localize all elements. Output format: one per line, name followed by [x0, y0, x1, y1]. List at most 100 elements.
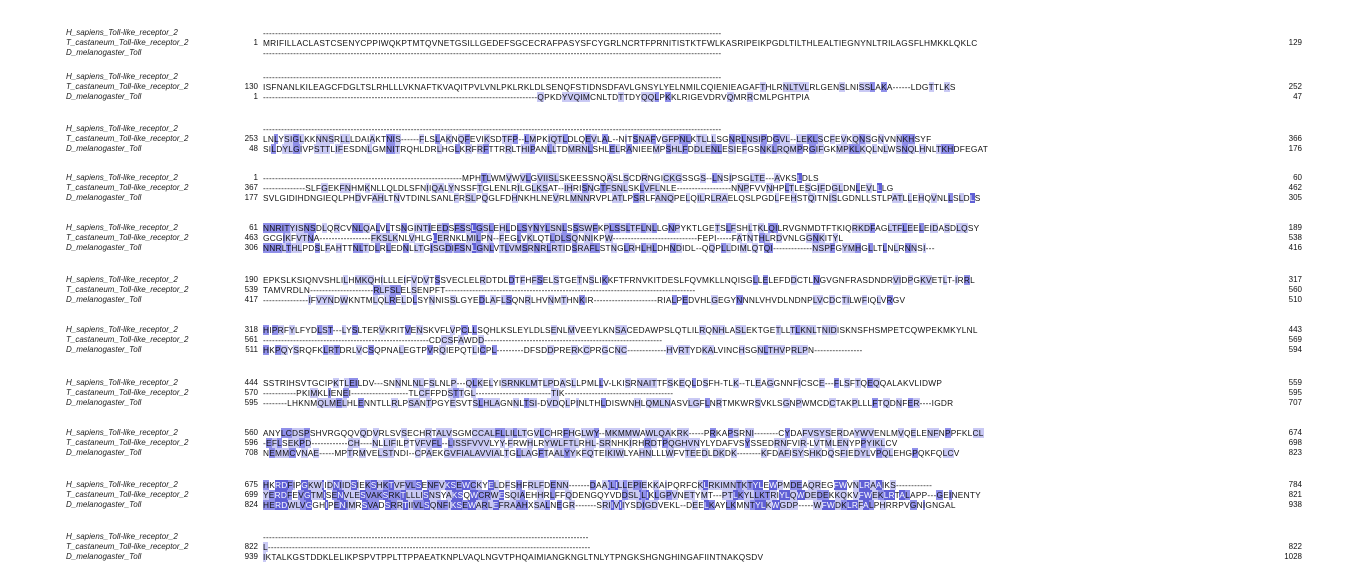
start-position: 1 [253, 38, 258, 47]
sequence-residues: ISFNANLKILEAGCFDGLTSLRHLLLVKNAFTKVAQITPV… [263, 82, 956, 92]
start-position: 463 [244, 233, 258, 242]
start-position: 596 [244, 438, 258, 447]
sequence-residues: HKPQYSRQFKLRTDRLVCSQPNALEGTPVRQIEPQTLICP… [263, 345, 863, 355]
sequence-name: H_sapiens_Toll-like_receptor_2 [66, 532, 178, 541]
sequence-residues: YERDFEVGTMISENVLESVAKSRKTLLLISNSYAKSQWCR… [263, 490, 981, 500]
sequence-name: T_castaneum_Toll-like_receptor_2 [66, 285, 189, 294]
alignment-row: H_sapiens_Toll-like_receptor_2 ----------… [0, 124, 1357, 134]
start-position: 822 [244, 542, 258, 551]
sequence-name: H_sapiens_Toll-like_receptor_2 [66, 378, 178, 387]
sequence-name: T_castaneum_Toll-like_receptor_2 [66, 490, 189, 499]
alignment-row: H_sapiens_Toll-like_receptor_2 560 ANYLCDS… [0, 428, 1357, 438]
end-position: 443 [1288, 325, 1302, 334]
start-position: 417 [244, 295, 258, 304]
end-position: 60 [1293, 173, 1302, 182]
start-position: 570 [244, 388, 258, 397]
alignment-row: H_sapiens_Toll-like_receptor_2 675 HKRDFIP… [0, 480, 1357, 490]
alignment-row: T_castaneum_Toll-like_receptor_2 253 LNLYS… [0, 134, 1357, 144]
start-position: 561 [244, 335, 258, 344]
alignment-row: H_sapiens_Toll-like_receptor_2 ----------… [0, 532, 1357, 542]
alignment-row: H_sapiens_Toll-like_receptor_2 61 NNRITYIS… [0, 223, 1357, 233]
sequence-name: T_castaneum_Toll-like_receptor_2 [66, 82, 189, 91]
sequence-name: T_castaneum_Toll-like_receptor_2 [66, 38, 189, 47]
alignment-block: H_sapiens_Toll-like_receptor_2 560 ANYLCDS… [0, 428, 1357, 470]
alignment-row: T_castaneum_Toll-like_receptor_2 561 -----… [0, 335, 1357, 345]
end-position: 822 [1288, 542, 1302, 551]
end-position: 189 [1288, 223, 1302, 232]
alignment-block: H_sapiens_Toll-like_receptor_2 ----------… [0, 72, 1357, 114]
sequence-name: D_melanogaster_Toll [66, 48, 142, 57]
sequence-residues: TAMVRDLN---------------------RLFSLELSENP… [263, 285, 696, 295]
start-position: 699 [244, 490, 258, 499]
start-position: 511 [245, 345, 258, 354]
sequence-residues: NEMMCVNAE-----MPTRMVELSTNDI--CPAEKGVFIAL… [263, 448, 960, 458]
sequence-name: D_melanogaster_Toll [66, 92, 142, 101]
alignment-row: D_melanogaster_Toll 48 SILDYLGIVPSTTLIFESD… [0, 144, 1357, 154]
start-position: 560 [244, 428, 258, 437]
end-position: 707 [1288, 398, 1302, 407]
end-position: 698 [1288, 438, 1302, 447]
start-position: 253 [244, 134, 258, 143]
end-position: 176 [1288, 144, 1302, 153]
end-position: 510 [1288, 295, 1302, 304]
sequence-name: T_castaneum_Toll-like_receptor_2 [66, 134, 189, 143]
sequence-residues: ----------------------------------------… [263, 532, 589, 542]
start-position: 48 [249, 144, 258, 153]
sequence-name: T_castaneum_Toll-like_receptor_2 [66, 335, 189, 344]
start-position: 318 [244, 325, 258, 334]
sequence-residues: L---------------------------------------… [263, 542, 591, 552]
sequence-name: H_sapiens_Toll-like_receptor_2 [66, 325, 178, 334]
alignment-row: T_castaneum_Toll-like_receptor_2 463 GCGIK… [0, 233, 1357, 243]
sequence-residues: ----------------------------------------… [263, 28, 722, 38]
sequence-residues: --------LHKNMQLMELHLENNTLLRLPSANTPGYESVT… [263, 398, 954, 408]
start-position: 130 [244, 82, 258, 91]
end-position: 594 [1288, 345, 1302, 354]
end-position: 129 [1288, 38, 1302, 47]
sequence-name: T_castaneum_Toll-like_receptor_2 [66, 183, 189, 192]
sequence-name: D_melanogaster_Toll [66, 552, 142, 561]
alignment-row: T_castaneum_Toll-like_receptor_2 1 MRIFILL… [0, 38, 1357, 48]
alignment-row: T_castaneum_Toll-like_receptor_2 539 TAMVR… [0, 285, 1357, 295]
sequence-residues: SVLGIDIHDNGIEQLPHDVFAHLTNVTDINLSANLFRSLP… [263, 193, 981, 203]
sequence-residues: SILDYLGIVPSTTLIFESDNLGMNITRQHLDRLHGLKRFR… [263, 144, 989, 154]
sequence-name: D_melanogaster_Toll [66, 144, 142, 153]
end-position: 47 [1293, 92, 1302, 101]
sequence-name: D_melanogaster_Toll [66, 398, 142, 407]
alignment-row: D_melanogaster_Toll 306 NNRLTHLPDSLFAHTTNL… [0, 243, 1357, 253]
end-position: 252 [1288, 82, 1302, 91]
end-position: 560 [1288, 285, 1302, 294]
end-position: 821 [1288, 490, 1302, 499]
sequence-residues: ----------------------------------------… [263, 173, 819, 183]
alignment-row: D_melanogaster_Toll 824 HERDWLVGGHIPENIMRS… [0, 500, 1357, 510]
end-position: 366 [1288, 134, 1302, 143]
alignment-row: T_castaneum_Toll-like_receptor_2 570 -----… [0, 388, 1357, 398]
alignment-block: H_sapiens_Toll-like_receptor_2 190 EPKSLKS… [0, 275, 1357, 317]
start-position: 675 [244, 480, 258, 489]
sequence-residues: ----------------------------------------… [263, 48, 722, 58]
alignment-row: D_melanogaster_Toll 939 IKTALKGSTDDKLELIKP… [0, 552, 1357, 562]
sequence-name: T_castaneum_Toll-like_receptor_2 [66, 388, 189, 397]
alignment-block: H_sapiens_Toll-like_receptor_2 ----------… [0, 28, 1357, 70]
alignment-row: T_castaneum_Toll-like_receptor_2 699 YERDF… [0, 490, 1357, 500]
sequence-name: H_sapiens_Toll-like_receptor_2 [66, 223, 178, 232]
alignment-row: D_melanogaster_Toll ---------------------… [0, 48, 1357, 58]
alignment-block: H_sapiens_Toll-like_receptor_2 675 HKRDFIP… [0, 480, 1357, 522]
sequence-residues: ----------------------------------------… [263, 335, 663, 345]
start-position: 939 [244, 552, 258, 561]
alignment-row: D_melanogaster_Toll 708 NEMMCVNAE-----MPTR… [0, 448, 1357, 458]
sequence-residues: NNRITYISNSDLQRCVNLQALVLTSNGINTIEEDSFSSLG… [263, 223, 980, 233]
sequence-name: T_castaneum_Toll-like_receptor_2 [66, 542, 189, 551]
start-position: 595 [244, 398, 258, 407]
start-position: 708 [244, 448, 258, 457]
alignment-row: D_melanogaster_Toll 511 HKPQYSRQFKLRTDRLVC… [0, 345, 1357, 355]
sequence-name: H_sapiens_Toll-like_receptor_2 [66, 428, 178, 437]
start-position: 367 [244, 183, 258, 192]
sequence-name: D_melanogaster_Toll [66, 243, 142, 252]
end-position: 674 [1288, 428, 1302, 437]
sequence-residues: EPKSLKSIQNVSHLILHMKQHILLLEIFVDVTSSVECLEL… [263, 275, 975, 285]
alignment-row: H_sapiens_Toll-like_receptor_2 444 SSTRIHS… [0, 378, 1357, 388]
start-position: 824 [244, 500, 258, 509]
end-position: 559 [1288, 378, 1302, 387]
sequence-residues: SSTRIHSVTGCIPKTLEILDV---SNNNLNLFSLNLP---… [263, 378, 943, 388]
